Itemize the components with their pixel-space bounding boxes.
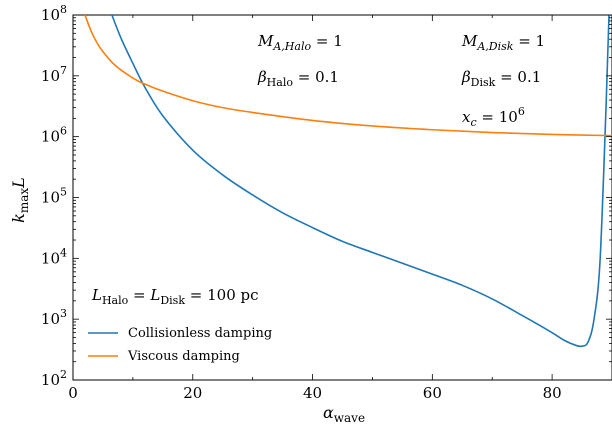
legend-label-collisionless: Collisionless damping [128, 326, 272, 341]
annot-length: LHalo = LDisk = 100 pc [91, 286, 259, 307]
x-axis-label-base: α [323, 403, 334, 422]
x-axis-label: αwave [323, 403, 365, 425]
series-line-collisionless [111, 15, 610, 348]
y-axis-label-sub: max [17, 188, 31, 214]
legend-label-viscous: Viscous damping [127, 349, 240, 364]
y-tick-label: 102 [41, 368, 67, 389]
y-axis-label: kmaxL [9, 177, 31, 223]
y-axis-label-L: L [9, 177, 28, 189]
annot-ma-halo: MA,Halo = 1 [257, 32, 343, 53]
y-tick-label: 107 [41, 64, 67, 85]
x-tick-label: 20 [183, 384, 202, 402]
y-tick-label: 108 [41, 3, 67, 24]
y-tick-label: 103 [41, 307, 67, 328]
annot-beta-disk: βDisk = 0.1 [461, 68, 541, 89]
x-tick-label: 80 [543, 384, 562, 402]
x-tick-label: 60 [423, 384, 442, 402]
legend: Collisionless damping Viscous damping [88, 326, 272, 364]
ticks: 0 20 40 60 80 102 103 104 105 106 107 108 [41, 3, 612, 402]
annot-beta-halo: βHalo = 0.1 [257, 68, 339, 89]
annot-xc: xc = 106 [462, 105, 525, 129]
series-line-viscous [84, 15, 612, 137]
y-tick-label: 106 [41, 125, 67, 146]
y-tick-label: 104 [41, 246, 67, 267]
y-tick-label: 105 [41, 186, 67, 207]
x-tick-label: 0 [68, 384, 78, 402]
y-axis-label-k: k [9, 213, 28, 223]
x-axis-label-sub: wave [334, 411, 365, 425]
annot-ma-disk: MA,Disk = 1 [461, 32, 545, 53]
x-tick-label: 40 [303, 384, 322, 402]
curves [84, 15, 612, 348]
